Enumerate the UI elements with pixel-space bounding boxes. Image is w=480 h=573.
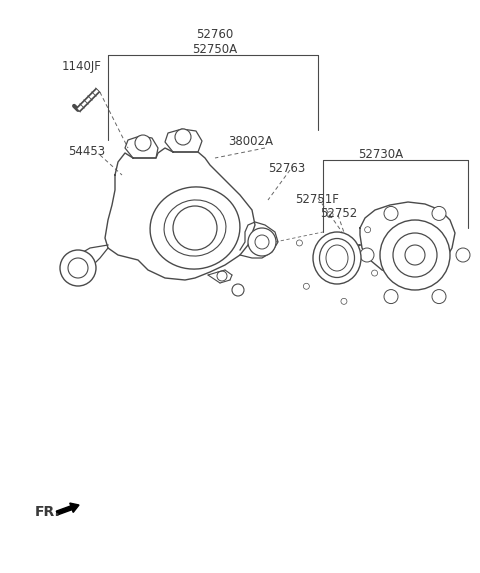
Circle shape: [232, 284, 244, 296]
Circle shape: [173, 206, 217, 250]
Circle shape: [60, 250, 96, 286]
Text: 52750A: 52750A: [192, 43, 238, 56]
Text: 38002A: 38002A: [228, 135, 273, 148]
Circle shape: [175, 129, 191, 145]
Text: 54453: 54453: [68, 145, 105, 158]
Ellipse shape: [320, 238, 355, 277]
Text: 52760: 52760: [196, 28, 234, 41]
Ellipse shape: [326, 245, 348, 271]
Polygon shape: [105, 148, 255, 280]
Polygon shape: [125, 136, 158, 158]
FancyArrow shape: [56, 503, 79, 515]
Circle shape: [405, 245, 425, 265]
Text: 52730A: 52730A: [358, 148, 403, 161]
Polygon shape: [165, 129, 202, 152]
Polygon shape: [360, 202, 455, 275]
Circle shape: [384, 289, 398, 304]
Ellipse shape: [313, 232, 361, 284]
Circle shape: [384, 206, 398, 221]
Polygon shape: [72, 245, 108, 275]
Polygon shape: [240, 222, 278, 258]
Circle shape: [380, 220, 450, 290]
Text: FR.: FR.: [35, 505, 61, 519]
Circle shape: [456, 248, 470, 262]
Ellipse shape: [164, 200, 226, 256]
Text: 52752: 52752: [320, 207, 357, 220]
Circle shape: [393, 233, 437, 277]
Circle shape: [432, 206, 446, 221]
Circle shape: [432, 289, 446, 304]
Circle shape: [248, 228, 276, 256]
Circle shape: [68, 258, 88, 278]
Text: 1140JF: 1140JF: [62, 60, 102, 73]
Text: 52763: 52763: [268, 162, 305, 175]
Circle shape: [135, 135, 151, 151]
Text: 52751F: 52751F: [295, 193, 339, 206]
Circle shape: [360, 248, 374, 262]
Ellipse shape: [150, 187, 240, 269]
